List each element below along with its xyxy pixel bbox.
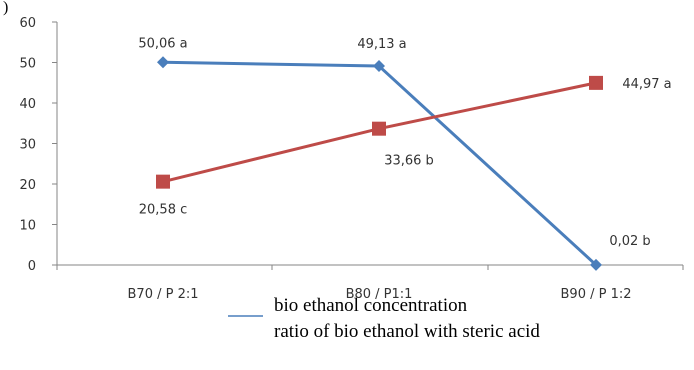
y-tick-label: 20 [19, 178, 36, 193]
data-point-marker [590, 258, 602, 271]
x-tick-label: B80 / P1:1 [346, 287, 413, 302]
legend-label-ratio-bio-ethanol-steric-acid: ratio of bio ethanol with steric acid [274, 321, 540, 342]
series-line-bio-ethanol-concentration [162, 60, 598, 267]
data-label: 44,97 a [622, 77, 671, 92]
data-label: 33,66 b [384, 154, 434, 169]
data-point-marker [372, 121, 386, 136]
series-group [156, 56, 603, 271]
x-axis: B70 / P 2:1 B80 / P1:1 B90 / P 1:2 [56, 264, 684, 302]
x-tick-label: B70 / P 2:1 [128, 287, 199, 302]
data-label: 50,06 a [138, 36, 187, 51]
data-label: 20,58 c [139, 203, 188, 218]
y-tick-label: 60 [19, 16, 36, 31]
y-tick-label: 30 [19, 138, 36, 153]
legend: bio ethanol concentration ratio of bio e… [228, 295, 540, 342]
data-label: 49,13 a [357, 37, 406, 52]
data-labels: 50,06 a 49,13 a 0,02 b 20,58 c 33,66 b 44,97 … [138, 36, 671, 249]
data-point-marker [156, 174, 170, 189]
y-tick-label: 10 [19, 219, 36, 234]
y-tick-label: 50 [19, 57, 36, 72]
legend-label-bio-ethanol-concentration: bio ethanol concentration [274, 295, 468, 316]
corner-mark: ) [3, 0, 8, 16]
data-point-marker [589, 75, 603, 90]
y-ticks: 0 10 20 30 40 50 60 [19, 16, 57, 274]
y-tick-label: 0 [28, 259, 36, 274]
y-axis: 0 10 20 30 40 50 60 [19, 16, 58, 274]
y-tick-label: 40 [19, 97, 36, 112]
x-ticks: B70 / P 2:1 B80 / P1:1 B90 / P 1:2 [56, 265, 684, 302]
data-point-marker [157, 56, 169, 69]
x-tick-label: B90 / P 1:2 [561, 287, 632, 302]
data-point-marker [373, 60, 385, 73]
data-label: 0,02 b [609, 234, 650, 249]
